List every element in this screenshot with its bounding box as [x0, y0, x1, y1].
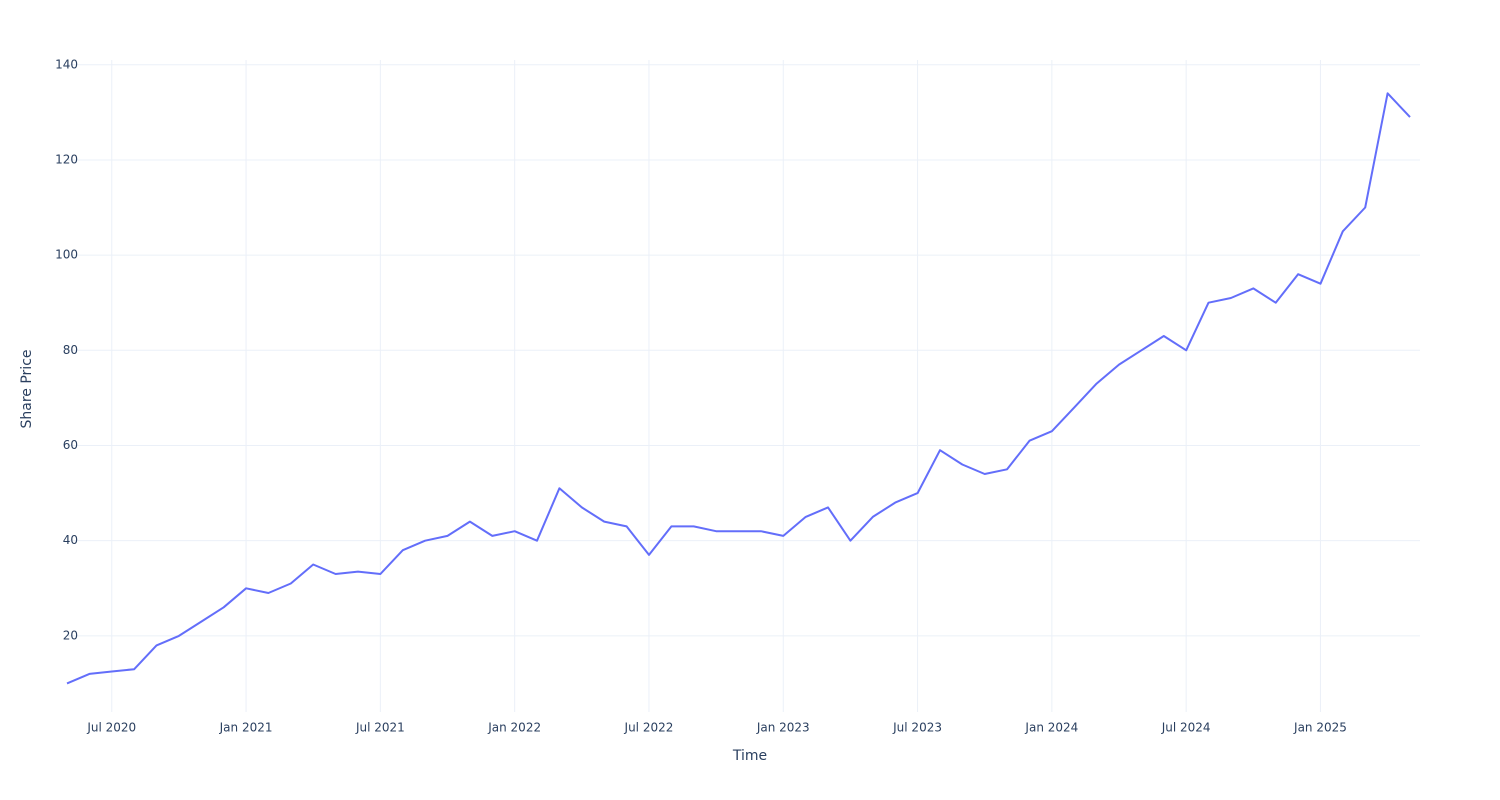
y-tick-label: 80 — [63, 343, 78, 357]
x-tick-label: Jan 2025 — [1293, 721, 1347, 735]
y-tick-label: 100 — [55, 248, 78, 262]
y-tick-label: 40 — [63, 533, 78, 547]
y-tick-label: 120 — [55, 152, 78, 166]
price-line — [66, 92, 1411, 685]
y-tick-label: 20 — [63, 628, 78, 642]
x-tick-label: Jan 2024 — [1024, 721, 1078, 735]
x-tick-label: Jan 2021 — [219, 721, 273, 735]
y-tick-label: 140 — [55, 57, 78, 71]
x-tick-label: Jan 2023 — [756, 721, 810, 735]
x-tick-label: Jul 2024 — [1161, 721, 1211, 735]
y-axis-title: Share Price — [19, 349, 35, 428]
x-tick-label: Jul 2022 — [624, 721, 674, 735]
x-tick-label: Jul 2023 — [892, 721, 942, 735]
x-tick-label: Jan 2022 — [487, 721, 541, 735]
x-tick-label: Jul 2021 — [355, 721, 405, 735]
x-tick-label: Jul 2020 — [86, 721, 136, 735]
y-tick-label: 60 — [63, 438, 78, 452]
x-axis-title: Time — [732, 748, 767, 764]
